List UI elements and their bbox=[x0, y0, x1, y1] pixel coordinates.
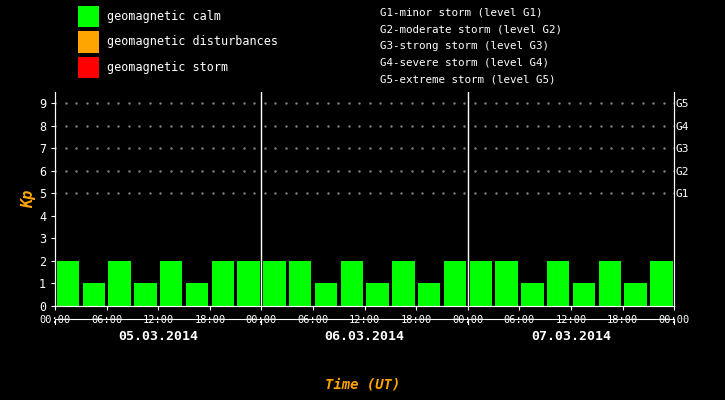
Bar bbox=[160, 261, 183, 306]
Bar bbox=[495, 261, 518, 306]
Bar bbox=[444, 261, 466, 306]
Text: geomagnetic calm: geomagnetic calm bbox=[107, 10, 221, 23]
Text: 07.03.2014: 07.03.2014 bbox=[531, 330, 611, 343]
Bar bbox=[109, 261, 130, 306]
Text: 05.03.2014: 05.03.2014 bbox=[118, 330, 199, 343]
Bar bbox=[341, 261, 363, 306]
Bar bbox=[263, 261, 286, 306]
Text: G2-moderate storm (level G2): G2-moderate storm (level G2) bbox=[381, 24, 563, 34]
Bar bbox=[470, 261, 492, 306]
Text: G1-minor storm (level G1): G1-minor storm (level G1) bbox=[381, 7, 543, 17]
Bar bbox=[315, 284, 337, 306]
Bar bbox=[186, 284, 208, 306]
Text: G3-strong storm (level G3): G3-strong storm (level G3) bbox=[381, 41, 550, 51]
Bar bbox=[650, 261, 673, 306]
Bar bbox=[78, 57, 99, 78]
Text: 06.03.2014: 06.03.2014 bbox=[325, 330, 405, 343]
Y-axis label: Kp: Kp bbox=[21, 190, 36, 208]
Bar bbox=[573, 284, 595, 306]
Bar bbox=[78, 31, 99, 53]
Bar bbox=[366, 284, 389, 306]
Text: G4-severe storm (level G4): G4-severe storm (level G4) bbox=[381, 58, 550, 68]
Bar bbox=[289, 261, 311, 306]
Text: geomagnetic disturbances: geomagnetic disturbances bbox=[107, 36, 278, 48]
Bar bbox=[418, 284, 440, 306]
Bar bbox=[212, 261, 234, 306]
Bar bbox=[521, 284, 544, 306]
Bar bbox=[392, 261, 415, 306]
Text: G5-extreme storm (level G5): G5-extreme storm (level G5) bbox=[381, 74, 556, 85]
Bar bbox=[547, 261, 569, 306]
Bar bbox=[624, 284, 647, 306]
Bar bbox=[83, 284, 105, 306]
Bar bbox=[57, 261, 79, 306]
Text: geomagnetic storm: geomagnetic storm bbox=[107, 61, 228, 74]
Bar bbox=[237, 261, 260, 306]
Bar bbox=[599, 261, 621, 306]
Text: Time (UT): Time (UT) bbox=[325, 377, 400, 391]
Bar bbox=[134, 284, 157, 306]
Bar bbox=[78, 6, 99, 27]
